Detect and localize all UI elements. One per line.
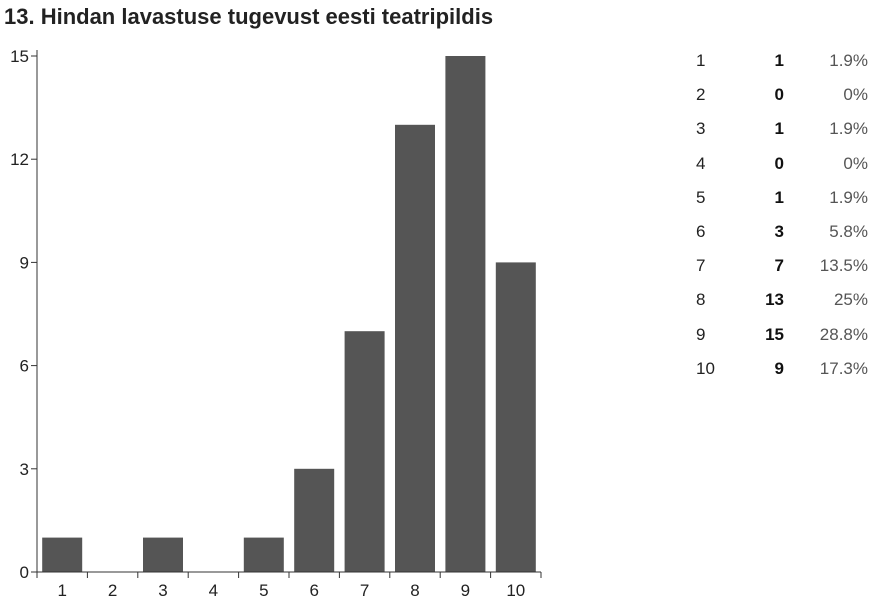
- table-row: 4 0 0%: [690, 147, 872, 181]
- row-category: 3: [696, 119, 706, 139]
- x-tick-label-2: 2: [108, 581, 117, 600]
- table-row: 6 3 5.8%: [690, 215, 872, 249]
- x-tick-label-8: 8: [410, 581, 419, 600]
- table-row: 3 1 1.9%: [690, 112, 872, 146]
- x-tick-label-10: 10: [506, 581, 525, 600]
- x-tick-label-7: 7: [360, 581, 369, 600]
- row-count: 15: [765, 324, 784, 344]
- row-percent: 0%: [843, 153, 868, 173]
- bar-6: [294, 468, 335, 572]
- y-tick-label-15: 15: [10, 47, 29, 66]
- row-category: 9: [696, 324, 706, 344]
- row-category: 6: [696, 222, 706, 242]
- row-percent: 28.8%: [819, 324, 868, 344]
- row-category: 8: [696, 290, 706, 310]
- y-tick-label-3: 3: [20, 460, 29, 479]
- x-tick-label-9: 9: [461, 581, 470, 600]
- row-percent: 5.8%: [829, 222, 868, 242]
- chart-title: 13. Hindan lavastuse tugevust eesti teat…: [4, 4, 494, 29]
- row-percent: 13.5%: [819, 256, 868, 276]
- y-tick-label-0: 0: [20, 563, 29, 582]
- row-category: 7: [696, 256, 706, 276]
- table-row: 7 7 13.5%: [690, 249, 872, 283]
- x-tick-label-3: 3: [158, 581, 167, 600]
- bar-3: [143, 537, 183, 572]
- row-count: 9: [774, 358, 784, 378]
- row-percent: 1.9%: [829, 187, 868, 207]
- row-count: 0: [774, 85, 784, 105]
- x-tick-label-4: 4: [209, 581, 218, 600]
- row-count: 7: [774, 256, 784, 276]
- table-row: 9 15 28.8%: [690, 318, 872, 352]
- y-tick-label-9: 9: [20, 253, 29, 272]
- row-category: 1: [696, 51, 706, 71]
- row-count: 1: [774, 119, 784, 139]
- row-percent: 0%: [843, 85, 868, 105]
- bar-8: [395, 124, 435, 573]
- bar-7: [344, 331, 385, 572]
- row-percent: 1.9%: [829, 119, 868, 139]
- row-category: 5: [696, 187, 706, 207]
- row-count: 3: [774, 222, 784, 242]
- x-tick-label-6: 6: [309, 581, 318, 600]
- table-row: 8 13 25%: [690, 283, 872, 317]
- row-percent: 1.9%: [829, 51, 868, 71]
- y-tick-label-6: 6: [20, 357, 29, 376]
- bar-5: [243, 537, 284, 572]
- row-count: 1: [774, 51, 784, 71]
- bar-1: [42, 537, 83, 572]
- x-tick-label-5: 5: [259, 581, 268, 600]
- table-row: 5 1 1.9%: [690, 181, 872, 215]
- row-count: 1: [774, 187, 784, 207]
- table-row: 10 9 17.3%: [690, 352, 872, 386]
- table-row: 1 1 1.9%: [690, 44, 872, 78]
- bar-9: [445, 56, 486, 572]
- x-tick-label-1: 1: [57, 581, 66, 600]
- table-row: 2 0 0%: [690, 78, 872, 112]
- bar-10: [495, 262, 536, 572]
- y-tick-label-12: 12: [10, 150, 29, 169]
- row-category: 4: [696, 153, 706, 173]
- frequency-table: 1 1 1.9% 2 0 0% 3 1 1.9% 4 0 0% 5 1 1.9% 6 3 5.8% 7 7 13.5% 8…: [690, 44, 872, 386]
- row-category: 10: [696, 358, 715, 378]
- row-percent: 25%: [833, 290, 868, 310]
- row-category: 2: [696, 85, 706, 105]
- row-count: 0: [774, 153, 784, 173]
- row-percent: 17.3%: [819, 358, 868, 378]
- row-count: 13: [765, 290, 784, 310]
